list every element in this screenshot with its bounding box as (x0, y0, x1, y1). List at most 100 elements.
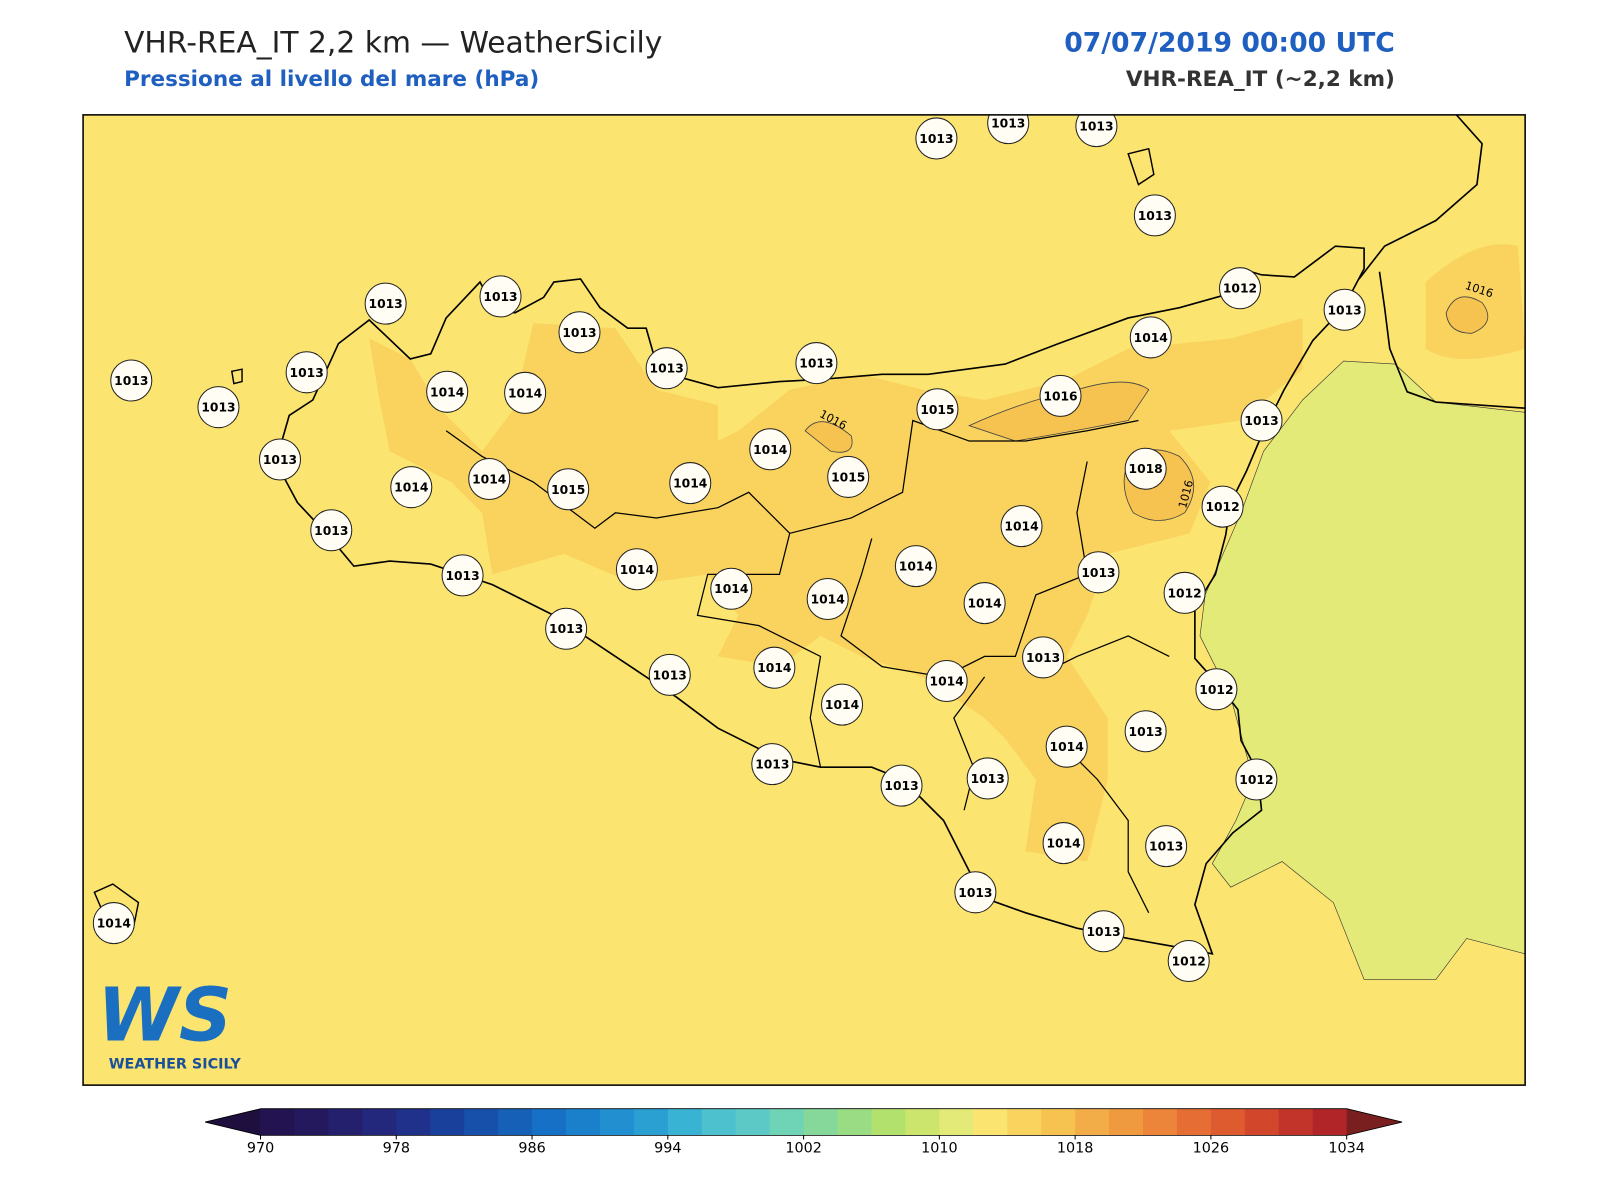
colorbar-bin (701, 1108, 737, 1136)
station-value: 1013 (263, 453, 297, 467)
station-value: 1013 (201, 401, 235, 415)
colorbar-extend-high (1346, 1108, 1403, 1136)
station-marker (1082, 910, 1125, 953)
station: 1014 (753, 646, 796, 689)
station-value: 1015 (551, 483, 585, 497)
colorbar-bin (565, 1108, 601, 1136)
station-marker (92, 902, 135, 945)
station-value: 1014 (899, 560, 933, 574)
colorbar-bin (837, 1108, 872, 1136)
station-marker (110, 359, 153, 402)
station-marker (197, 386, 240, 429)
colorbar-bin (871, 1108, 906, 1136)
station-marker (1129, 316, 1172, 359)
station-value: 1014 (472, 473, 506, 487)
station-value: 1013 (1244, 414, 1278, 428)
station-marker (1323, 288, 1366, 331)
station: 1014 (894, 545, 937, 588)
station: 1013 (1145, 825, 1188, 868)
station-value: 1013 (369, 297, 403, 311)
station-value: 1014 (430, 385, 464, 399)
station-value: 1013 (884, 779, 918, 793)
station: 1012 (1201, 485, 1244, 528)
colorbar-tick-label: 978 (383, 1141, 410, 1157)
station-marker (648, 653, 691, 696)
station-value: 1016 (1043, 389, 1077, 403)
station-marker (1133, 194, 1176, 237)
station: 1013 (197, 386, 240, 429)
colorbar-tick-label: 994 (654, 1141, 681, 1157)
station-marker (1039, 374, 1082, 417)
station: 1012 (1167, 940, 1210, 983)
station: 1015 (916, 388, 959, 431)
colorbar-tick-label: 986 (518, 1141, 545, 1157)
station-value: 1013 (314, 524, 348, 538)
station-marker (479, 275, 522, 318)
station: 1013 (751, 743, 794, 786)
station: 1014 (806, 577, 849, 620)
station-marker (753, 646, 796, 689)
station: 1013 (1124, 710, 1167, 753)
station: 1015 (547, 468, 590, 511)
colorbar-tick-label: 1010 (921, 1141, 958, 1157)
colorbar-bin (1075, 1108, 1110, 1136)
colorbar-bin (362, 1108, 397, 1136)
station: 1014 (669, 462, 712, 505)
station-marker (426, 370, 469, 413)
colorbar: 970 978 986 994 1002 1010 1018 1026 1034 (205, 1108, 1403, 1157)
station: 1014 (710, 567, 753, 610)
station: 1018 (1124, 447, 1167, 490)
station-value: 1014 (811, 593, 845, 607)
station: 1014 (925, 660, 968, 703)
station-marker (547, 468, 590, 511)
station-marker (285, 351, 328, 394)
station-value: 1014 (97, 917, 131, 931)
logo: WS WEATHER SICILY (97, 973, 241, 1073)
station-marker (795, 342, 838, 385)
station: 1013 (558, 311, 601, 354)
colorbar-bin (939, 1108, 974, 1136)
station: 1013 (987, 114, 1030, 145)
station-marker (364, 282, 407, 325)
station: 1013 (1075, 114, 1118, 148)
station-marker (1235, 758, 1278, 801)
colorbar-tick-label: 1026 (1193, 1141, 1230, 1157)
station-value: 1012 (1172, 955, 1206, 969)
colorbar-bin (396, 1108, 431, 1136)
station-marker (1045, 725, 1088, 768)
station: 1013 (1022, 636, 1065, 679)
station-marker (1218, 267, 1262, 310)
station-marker (1124, 710, 1167, 753)
station-value: 1014 (394, 481, 428, 495)
colorbar-bin (1312, 1108, 1348, 1136)
logo-name: WEATHER SICILY (109, 1057, 242, 1073)
colorbar-bin (1176, 1108, 1212, 1136)
station: 1014 (1000, 505, 1043, 548)
station-value: 1013 (1327, 303, 1361, 317)
station: 1013 (1133, 194, 1176, 237)
colorbar-tick-label: 1018 (1057, 1141, 1094, 1157)
station-value: 1014 (1004, 520, 1038, 534)
colorbar-bin (1278, 1108, 1314, 1136)
station-value: 1013 (1138, 209, 1172, 223)
model: VHR-REA_IT (~2,2 km) (1126, 67, 1395, 92)
station-marker (468, 457, 511, 500)
colorbar-bin (260, 1108, 295, 1136)
map: 1013 1013 1013 1013 1012 1013 1014 1013 1013 1013… (83, 114, 1526, 1086)
station-marker (1000, 505, 1043, 548)
colorbar-bin (973, 1108, 1008, 1136)
station: 1014 (615, 548, 658, 591)
station: 1013 (1077, 551, 1120, 594)
station: 1014 (1129, 316, 1172, 359)
station-marker (1124, 447, 1167, 490)
station: 1014 (390, 466, 433, 509)
station-value: 1013 (991, 117, 1025, 131)
station-value: 1013 (445, 569, 479, 583)
station-marker (1167, 940, 1210, 983)
station-value: 1014 (1046, 837, 1080, 851)
colorbar-bin (633, 1108, 669, 1136)
station-marker (1075, 114, 1118, 148)
colorbar-bin (1041, 1108, 1076, 1136)
station: 1013 (954, 871, 997, 914)
datetime: 07/07/2019 00:00 UTC (1064, 28, 1395, 59)
